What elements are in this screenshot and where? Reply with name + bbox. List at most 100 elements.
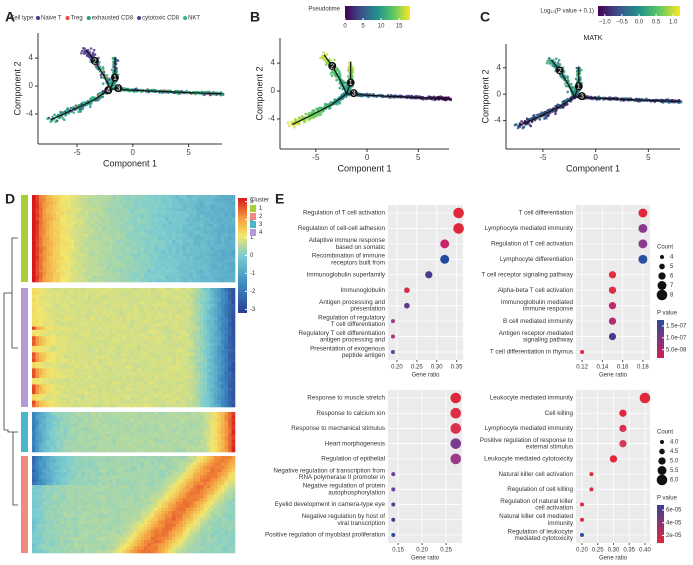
heatmap-cell: [144, 336, 148, 340]
heatmap-cell: [133, 294, 138, 298]
heatmap-cell: [91, 217, 96, 222]
heatmap-cell: [95, 198, 99, 202]
heatmap-cell: [158, 336, 162, 340]
heatmap-cell: [189, 211, 194, 215]
heatmap-cell: [130, 291, 134, 295]
heatmap-cell: [91, 333, 96, 337]
heatmap-cell: [119, 300, 124, 305]
heatmap-cell: [67, 304, 71, 308]
heatmap-cell: [193, 345, 197, 350]
heatmap-cell: [49, 220, 54, 225]
heatmap-cell: [35, 269, 40, 273]
heatmap-cell: [42, 326, 47, 331]
heatmap-cell: [95, 288, 99, 292]
heatmap-cell: [77, 233, 82, 238]
heatmap-cell: [217, 249, 222, 254]
heatmap-cell: [53, 320, 57, 324]
x-tick-label: -5: [312, 153, 320, 162]
heatmap-cell: [74, 297, 78, 302]
heatmap-cell: [109, 342, 113, 347]
heatmap-cell: [207, 304, 211, 308]
heatmap-cell: [228, 240, 232, 244]
heatmap-cell: [35, 265, 40, 270]
heatmap-cell: [231, 214, 236, 218]
heatmap-cell: [84, 269, 89, 273]
heatmap-cell: [46, 256, 50, 260]
heatmap-cell: [39, 345, 43, 350]
heatmap-cell: [74, 217, 78, 222]
cell-point: [335, 78, 338, 82]
heatmap-cell: [144, 291, 148, 295]
heatmap-cell: [102, 233, 106, 238]
heatmap-cell: [109, 345, 113, 350]
heatmap-cell: [182, 201, 187, 205]
heatmap-cell: [196, 272, 201, 276]
heatmap-cell: [126, 249, 131, 254]
heatmap-cell: [147, 224, 152, 228]
heatmap-cell: [193, 211, 197, 215]
heatmap-cell: [203, 204, 208, 209]
heatmap-cell: [91, 269, 96, 273]
heatmap-cell: [151, 342, 155, 347]
heatmap-cell: [221, 201, 225, 205]
heatmap-cell: [116, 236, 120, 241]
heatmap-cell: [74, 265, 78, 270]
heatmap-cell: [74, 233, 78, 238]
heatmap-cell: [224, 288, 229, 292]
heatmap-cell: [203, 220, 208, 225]
heatmap-cell: [42, 227, 47, 231]
heatmap-cell: [53, 329, 57, 334]
cell-cloud: [286, 51, 453, 129]
heatmap-cell: [158, 313, 162, 318]
cell-point: [83, 50, 86, 54]
heatmap-cell: [35, 336, 40, 340]
heatmap-cell: [56, 352, 61, 356]
heatmap-cell: [102, 224, 106, 228]
heatmap-cell: [217, 288, 222, 292]
heatmap-cell: [231, 307, 236, 311]
heatmap-cell: [214, 336, 218, 340]
heatmap-cell: [95, 339, 99, 343]
cell-point: [557, 63, 560, 66]
heatmap-cell: [200, 195, 204, 199]
heatmap-cell: [172, 259, 176, 263]
heatmap-cell: [144, 198, 148, 202]
heatmap-cell: [91, 214, 96, 218]
heatmap-cell: [168, 227, 173, 231]
heatmap-cell: [137, 313, 141, 318]
heatmap-cell: [200, 262, 204, 267]
heatmap-cell: [102, 349, 106, 353]
heatmap-cell: [154, 355, 159, 360]
heatmap-cell: [214, 204, 218, 209]
heatmap-cell: [172, 297, 176, 302]
heatmap-cell: [228, 246, 232, 251]
heatmap-cell: [74, 294, 78, 298]
heatmap-cell: [91, 326, 96, 331]
heatmap-cell: [102, 227, 106, 231]
heatmap-cell: [196, 342, 201, 347]
heatmap-cell: [53, 345, 57, 350]
heatmap-cell: [140, 224, 145, 228]
heatmap-cell: [137, 230, 141, 234]
heatmap-cell: [74, 288, 78, 292]
heatmap-cell: [67, 326, 71, 331]
heatmap-cell: [196, 262, 201, 267]
heatmap-cell: [182, 224, 187, 228]
heatmap-cell: [172, 329, 176, 334]
heatmap-cell: [46, 329, 50, 334]
heatmap-cell: [60, 310, 64, 315]
heatmap-cell: [200, 307, 204, 311]
heatmap-cell: [126, 320, 131, 324]
heatmap-cell: [161, 307, 166, 311]
heatmap-cell: [130, 236, 134, 241]
heatmap-cell: [105, 320, 110, 324]
heatmap-cell: [74, 246, 78, 251]
heatmap-cell: [207, 313, 211, 318]
heatmap-cell: [210, 269, 215, 273]
heatmap-cell: [228, 249, 232, 254]
heatmap-cell: [217, 246, 222, 251]
heatmap-cell: [182, 310, 187, 315]
heatmap-cell: [77, 269, 82, 273]
heatmap-cell: [224, 224, 229, 228]
heatmap-cell: [161, 207, 166, 212]
